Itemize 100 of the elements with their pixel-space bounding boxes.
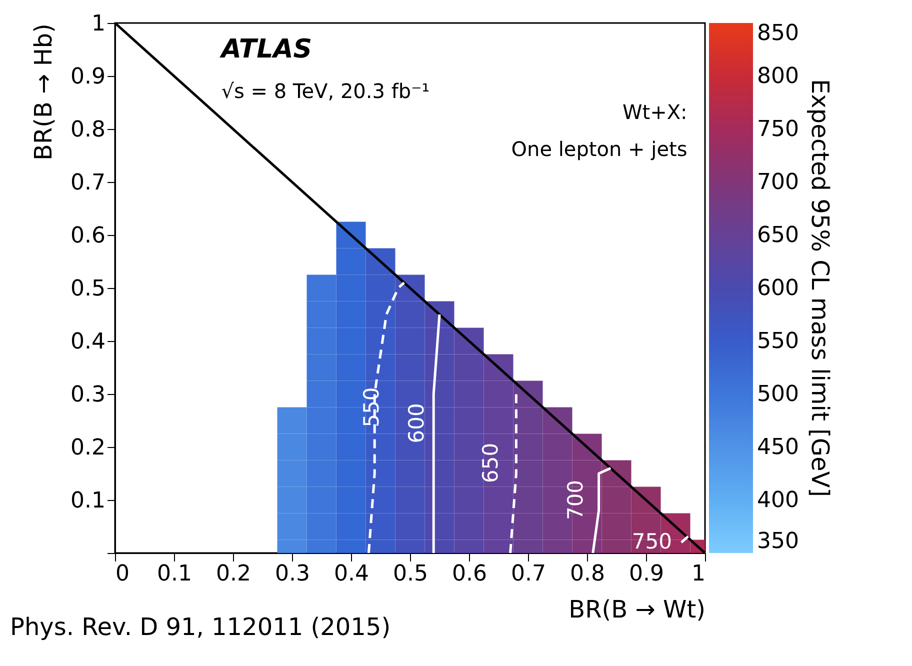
point (336, 486, 366, 514)
point (306, 354, 336, 381)
text: Phys. Rev. D 91, 112011 (2015) (10, 613, 391, 641)
point (366, 513, 396, 540)
point (277, 460, 307, 487)
point (395, 513, 425, 540)
text: 600 (404, 403, 428, 444)
point (306, 328, 336, 354)
y-tick-label: 0.9 (70, 64, 106, 90)
color-bar-label: 550 (757, 329, 799, 354)
x-tick-label: 0.9 (629, 562, 664, 586)
y-tick-label: 0.8 (70, 118, 106, 142)
point (513, 407, 543, 434)
point (306, 486, 336, 514)
annotation: One lepton + jets (511, 137, 688, 162)
annotation: Wt+X: (622, 100, 688, 124)
point (336, 434, 366, 460)
annotation: √s = 8 TeV, 20.3 fb⁻¹ (221, 78, 430, 103)
color-bar-label: 850 (757, 21, 799, 46)
point (424, 513, 454, 540)
x-tick-label: 0.4 (334, 562, 369, 586)
point (424, 328, 454, 354)
color-bar-label: 400 (757, 488, 799, 513)
point (336, 301, 366, 328)
point (454, 354, 484, 381)
point (454, 513, 484, 540)
point (277, 513, 307, 540)
point (424, 380, 454, 408)
point (277, 486, 307, 514)
y-tick-label: 0.7 (70, 170, 106, 196)
point (395, 328, 425, 354)
point (336, 513, 366, 540)
point (454, 486, 484, 514)
x-tick-label: 0 (116, 562, 130, 586)
point (424, 407, 454, 434)
y-tick-label: 0.5 (70, 276, 106, 302)
x-tick-label: 0.1 (157, 562, 192, 586)
point (542, 434, 572, 460)
point (366, 434, 396, 460)
point (602, 513, 632, 540)
color-bar-label: 750 (757, 117, 799, 142)
x-tick-label: 0.8 (570, 562, 605, 586)
color-bar-label: 650 (757, 223, 799, 248)
point (306, 380, 336, 408)
point (366, 486, 396, 514)
point (395, 460, 425, 487)
point (336, 460, 366, 487)
point (336, 274, 366, 302)
x-tick-label: 0.7 (511, 562, 546, 586)
point (306, 274, 336, 302)
point (454, 460, 484, 487)
point (513, 460, 543, 487)
point (395, 486, 425, 514)
text: 650 (478, 442, 502, 483)
point (395, 354, 425, 381)
color-bar-label: 800 (757, 64, 799, 89)
text: 700 (563, 480, 588, 520)
point (513, 513, 543, 540)
x-tick-label: 0.5 (393, 562, 428, 586)
point (424, 486, 454, 514)
point (366, 301, 396, 328)
point (602, 486, 632, 514)
annotation: ATLAS (219, 34, 312, 64)
point (484, 513, 514, 540)
point (366, 460, 396, 487)
point (366, 328, 396, 354)
point (366, 274, 396, 302)
color-bar-label: 450 (757, 435, 799, 460)
point (306, 460, 336, 487)
point (306, 301, 336, 328)
point (484, 380, 514, 408)
x-tick-label: 0.2 (216, 562, 251, 586)
color-bar-label: 600 (757, 276, 799, 301)
color-bar-title: Expected 95% CL mass limit [GeV] (806, 79, 834, 497)
point (484, 486, 514, 514)
point (424, 354, 454, 381)
point (513, 486, 543, 514)
x-tick-label: 0.3 (275, 562, 310, 586)
point (277, 407, 307, 434)
y-axis-title: BR(B → Hb) (30, 24, 58, 160)
x-tick-label: 1 (692, 562, 706, 586)
color-bar-label: 700 (757, 170, 799, 195)
x-axis-title: BR(B → Wt) (568, 596, 706, 624)
point (424, 460, 454, 487)
point (306, 434, 336, 460)
x-tick-label: 0.6 (452, 562, 487, 586)
y-tick-label: 1 (92, 12, 106, 36)
point (336, 328, 366, 354)
point (336, 354, 366, 381)
color-bar-label: 350 (757, 529, 799, 554)
point (424, 434, 454, 460)
y-tick-label: 0.1 (70, 488, 106, 514)
color-bar-label: 500 (757, 382, 799, 407)
point (277, 434, 307, 460)
point (454, 407, 484, 434)
point (336, 248, 366, 275)
point (395, 301, 425, 328)
point (513, 434, 543, 460)
point (454, 380, 484, 408)
y-tick-label: 0.3 (70, 382, 106, 408)
